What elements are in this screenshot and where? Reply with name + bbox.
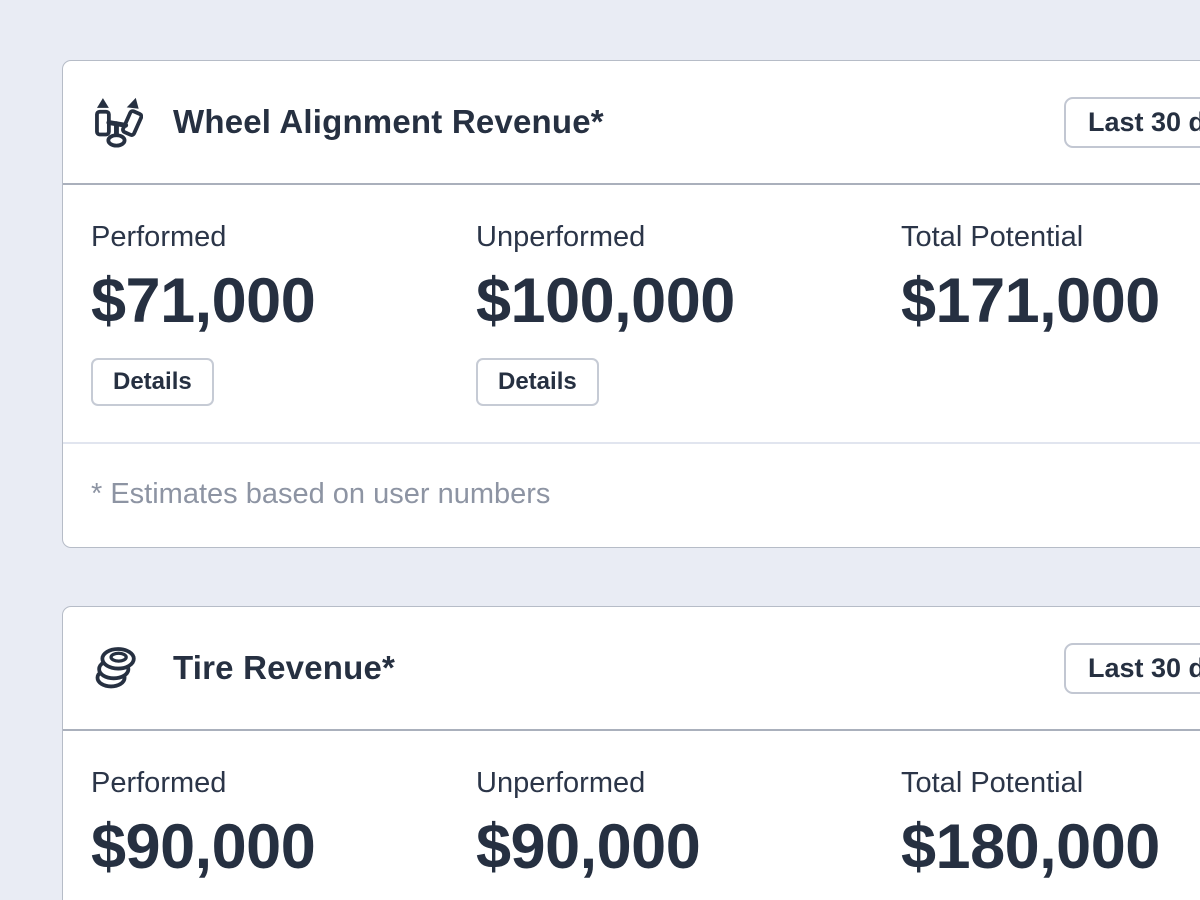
stat-unperformed: Unperformed $100,000 Details <box>476 221 901 406</box>
date-range-button[interactable]: Last 30 days <box>1064 97 1200 148</box>
stat-label: Performed <box>91 767 227 799</box>
details-button[interactable]: Details <box>91 358 214 406</box>
card-header: Wheel Alignment Revenue* Last 30 days <box>63 61 1200 185</box>
card-stats: Performed $71,000 Details Unperformed $1… <box>63 185 1200 442</box>
wheel-alignment-revenue-card: Wheel Alignment Revenue* Last 30 days Pe… <box>62 60 1200 548</box>
stat-unperformed: Unperformed $90,000 Details <box>476 767 901 900</box>
stat-label: Performed <box>91 221 227 253</box>
stat-total-potential: Total Potential $171,000 <box>901 221 1200 406</box>
stat-performed: Performed $71,000 Details <box>91 221 476 406</box>
card-title: Tire Revenue* <box>173 649 396 686</box>
card-stats: Performed $90,000 Details Unperformed $9… <box>63 731 1200 900</box>
tire-revenue-card: Tire Revenue* Last 30 days Performed $90… <box>62 606 1200 900</box>
stat-value: $180,000 <box>901 812 1160 882</box>
details-button[interactable]: Details <box>476 358 599 406</box>
stat-performed: Performed $90,000 Details <box>91 767 476 900</box>
card-footnote: * Estimates based on user numbers <box>63 442 1200 547</box>
card-header: Tire Revenue* Last 30 days <box>63 607 1200 731</box>
stat-value: $90,000 <box>476 812 701 882</box>
stat-label: Total Potential <box>901 767 1084 799</box>
stat-label: Unperformed <box>476 221 646 253</box>
stat-value: $171,000 <box>901 266 1160 336</box>
date-range-button[interactable]: Last 30 days <box>1064 643 1200 694</box>
stat-value: $100,000 <box>476 266 735 336</box>
stat-label: Total Potential <box>901 221 1084 253</box>
wheel-alignment-icon <box>95 97 143 148</box>
tire-icon <box>95 647 136 689</box>
card-title: Wheel Alignment Revenue* <box>173 103 604 140</box>
stat-value: $71,000 <box>91 266 316 336</box>
stat-label: Unperformed <box>476 767 646 799</box>
stat-total-potential: Total Potential $180,000 <box>901 767 1200 900</box>
stat-value: $90,000 <box>91 812 316 882</box>
